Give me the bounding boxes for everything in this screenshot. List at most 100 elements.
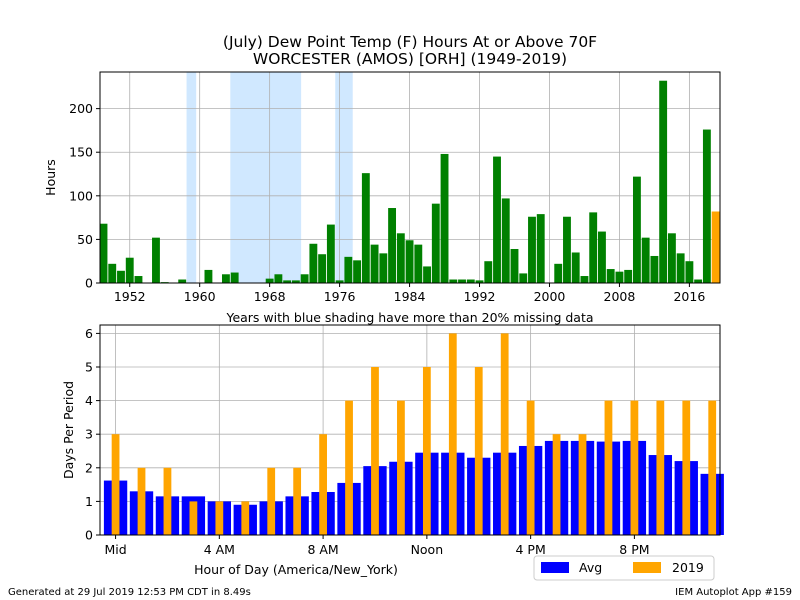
year-bar (274, 274, 283, 283)
bottom-x-tick-label: 4 AM (204, 542, 235, 557)
year-bar (554, 263, 563, 283)
year-bar (536, 214, 545, 283)
year-bar (528, 216, 536, 283)
year-bar (361, 173, 370, 283)
year-bar (353, 260, 362, 283)
year-2019-bar (267, 467, 276, 535)
year-bar (335, 280, 344, 283)
bottom-x-tick-label: 4 PM (516, 542, 546, 557)
year-bar (152, 237, 160, 283)
year-2019-bar (500, 333, 509, 535)
top-x-tick-label: 1976 (324, 289, 356, 304)
top-x-tick-label: 1968 (254, 289, 286, 304)
year-bar (493, 156, 501, 283)
year-2019-bar (215, 501, 224, 535)
year-bar (510, 248, 519, 283)
year-2019-bar (163, 467, 172, 535)
year-bar (641, 237, 650, 283)
year-bar (99, 223, 108, 283)
year-bar (580, 276, 589, 283)
year-bar (711, 211, 720, 283)
year-bar (370, 244, 379, 283)
year-2019-bar (189, 501, 198, 535)
year-bar (423, 266, 431, 283)
year-2019-bar (578, 434, 587, 535)
top-y-tick-label: 150 (69, 145, 93, 160)
year-bar (694, 279, 703, 283)
top-x-tick-label: 1992 (464, 289, 496, 304)
footer-app-text: IEM Autoplot App #159 (675, 587, 792, 598)
year-bar (379, 253, 388, 283)
year-bar (318, 254, 327, 283)
bottom-y-tick-label: 5 (85, 360, 93, 375)
year-bar (598, 231, 606, 283)
bottom-y-axis-label: Days Per Period (61, 381, 76, 479)
missing-data-shade (186, 72, 197, 283)
chart-title: (July) Dew Point Temp (F) Hours At or Ab… (223, 33, 597, 51)
top-x-tick-label: 1952 (114, 289, 146, 304)
year-bar (440, 153, 449, 283)
top-x-tick-label: 1984 (394, 289, 426, 304)
year-bar (650, 255, 659, 283)
year-bar (283, 280, 292, 283)
year-2019-bar (552, 434, 561, 535)
bottom-y-tick-label: 6 (85, 326, 93, 341)
year-bar (458, 279, 466, 283)
year-bar (501, 198, 510, 283)
bottom-x-tick-label: 8 PM (619, 542, 649, 557)
year-bar (178, 279, 187, 283)
year-bar (230, 272, 239, 283)
legend-label-avg: Avg (579, 560, 602, 575)
year-bar (326, 224, 335, 283)
year-bar (414, 244, 423, 283)
year-2019-bar (319, 434, 327, 535)
year-bar (624, 269, 633, 283)
year-bar (134, 276, 143, 283)
year-2019-bar (422, 367, 431, 535)
year-bar (108, 263, 117, 283)
year-bar (685, 261, 694, 283)
year-bar (405, 240, 414, 283)
year-bar (615, 271, 624, 283)
year-bar (484, 261, 493, 283)
year-bar (125, 257, 134, 283)
year-bar (221, 274, 230, 283)
year-bar (396, 233, 405, 283)
missing-data-shade (335, 72, 353, 283)
top-x-tick-label: 2008 (604, 289, 636, 304)
year-2019-bar (682, 400, 691, 535)
footer-generated-text: Generated at 29 Jul 2019 12:53 PM CDT in… (8, 587, 251, 598)
legend-frame (533, 555, 715, 581)
year-bar (606, 269, 615, 283)
year-bar (676, 253, 685, 283)
top-y-tick-label: 50 (77, 232, 93, 247)
year-bar (466, 279, 475, 283)
year-2019-bar (397, 400, 405, 535)
year-2019-bar (111, 434, 120, 535)
bottom-y-tick-label: 0 (85, 528, 93, 543)
legend-label-2019: 2019 (672, 560, 704, 575)
legend-swatch-2019 (633, 562, 661, 573)
top-y-tick-label: 200 (69, 101, 93, 116)
year-bar (449, 279, 458, 283)
year-bar (475, 280, 484, 283)
year-bar (632, 176, 641, 283)
bottom-x-axis-label: Hour of Day (America/New_York) (194, 562, 398, 577)
year-2019-bar (526, 400, 535, 535)
legend: Avg 2019 (533, 555, 715, 581)
top-y-tick-label: 0 (85, 276, 93, 291)
year-2019-bar (293, 467, 302, 535)
bottom-chart: Mid 4 AM 8 AM Noon 4 PM 8 PM 0 1 2 3 4 5 6 Hour of Da… (61, 324, 724, 581)
year-2019-bar (604, 400, 613, 535)
chart-subtitle: WORCESTER (AMOS) [ORH] (1949-2019) (253, 50, 567, 68)
year-bar (667, 233, 676, 283)
bottom-y-tick-label: 4 (85, 393, 93, 408)
year-bar (519, 273, 528, 283)
year-bar (291, 280, 300, 283)
year-bar (204, 269, 213, 283)
year-bar (431, 203, 440, 283)
top-y-tick-label: 100 (69, 188, 93, 203)
top-x-axis-label: Years with blue shading have more than 2… (225, 310, 593, 325)
bottom-x-tick-label: 8 AM (307, 542, 338, 557)
